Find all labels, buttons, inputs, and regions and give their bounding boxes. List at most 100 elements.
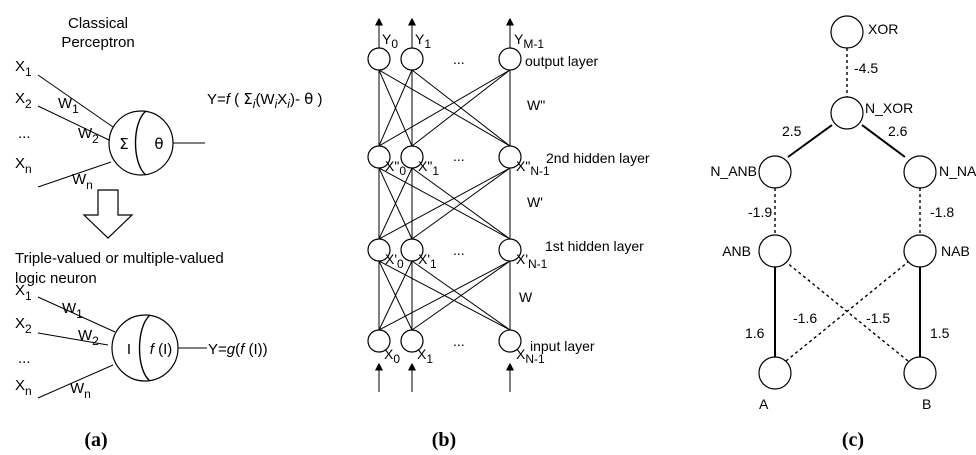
- caption-b: (b): [432, 429, 456, 451]
- hidden2-label-1: X"1: [418, 158, 439, 178]
- logic-neuron-output-formula: Y=g(f (I)): [208, 341, 268, 358]
- weight-a-nab: -1.6: [793, 310, 817, 326]
- network-nodes: [367, 47, 522, 353]
- perceptron-neuron: Σ θ: [108, 110, 174, 176]
- node-anb: [758, 234, 792, 268]
- logic-neuron-title-line2: logic neuron: [15, 270, 97, 287]
- edge-hidden2-2-hidden1-0: [378, 167, 511, 240]
- logic-input-xn-label: Xn: [15, 377, 32, 398]
- label-n-anb: N_ANB: [710, 163, 757, 179]
- input-node-n: [498, 329, 522, 353]
- weight-w2-label: W2: [78, 125, 99, 146]
- weight-w2-label: W": [527, 97, 545, 113]
- node-n-nab: [903, 155, 937, 189]
- logic-neuron-function-symbol: f (I): [150, 341, 173, 358]
- weight-nanb-anb: -1.9: [748, 204, 772, 220]
- theta-symbol: θ: [154, 135, 163, 153]
- hidden1-layer-label: 1st hidden layer: [545, 238, 644, 254]
- hidden1-label-dots: ...: [453, 242, 465, 258]
- node-n-anb: [758, 155, 792, 189]
- perceptron-title-line2: Perceptron: [61, 34, 134, 51]
- hidden1-node-0: [367, 238, 391, 262]
- panel-a: Classical Perceptron X1 X2 ... Xn W1 W2 …: [15, 15, 322, 451]
- hidden2-layer-label: 2nd hidden layer: [546, 150, 650, 166]
- weight-b-nab: 1.5: [930, 325, 950, 341]
- hidden2-label-0: X"0: [385, 158, 406, 178]
- logic-neuron-input-symbol: I: [127, 341, 131, 358]
- logic-weight-wn-label: Wn: [70, 380, 91, 401]
- hidden2-node-0: [367, 145, 391, 169]
- node-nab: [903, 234, 937, 268]
- edge-output-2-hidden2-0: [378, 69, 511, 147]
- label-n-xor: N_XOR: [865, 100, 913, 116]
- hidden2-label-n: X"N-1: [516, 158, 550, 178]
- perceptron-title-line1: Classical: [68, 15, 128, 32]
- weight-w0-label: W: [519, 289, 533, 305]
- edge-nxor-nanb: [787, 124, 833, 158]
- sigma-symbol: Σ: [119, 135, 128, 153]
- input-label-0: X0: [384, 346, 400, 366]
- edge-hidden2-1-hidden1-0: [378, 167, 413, 240]
- panel-b: Y0 Y1 ... YM-1 output layer W" X"0 X"1 .…: [367, 19, 650, 451]
- output-node-0: [367, 47, 391, 71]
- output-node-n: [498, 47, 522, 71]
- perceptron-inputs: [37, 74, 114, 188]
- input-label-n: XN-1: [516, 346, 545, 366]
- weight-nnab-nab: -1.8: [930, 204, 954, 220]
- logic-neuron-inputs: [37, 296, 116, 399]
- output-label-0: Y0: [382, 31, 398, 51]
- edge-hidden1-2-input-1: [411, 260, 511, 331]
- input-layer-label: input layer: [530, 338, 595, 354]
- node-b: [903, 356, 937, 390]
- output-layer-label: output layer: [525, 53, 598, 69]
- down-arrow-icon: [82, 189, 134, 239]
- weight-xor-nxor: -4.5: [854, 60, 878, 76]
- xor-network-nodes: [758, 15, 937, 390]
- input-label-dots: ...: [453, 333, 465, 349]
- output-label-dots: ...: [453, 51, 465, 67]
- weight-nxor-nnab: 2.6: [888, 123, 908, 139]
- logic-neuron-title-line1: Triple-valued or multiple-valued: [15, 250, 224, 267]
- input-node-0: [367, 329, 391, 353]
- edge-nxor-nnab: [861, 124, 906, 158]
- caption-c: (c): [842, 429, 864, 451]
- label-b: B: [922, 396, 931, 412]
- input-x1-label: X1: [15, 58, 32, 79]
- input-xn-label: Xn: [15, 155, 32, 176]
- logic-neuron: I f (I): [111, 314, 179, 382]
- logic-input-dots: ...: [18, 350, 31, 367]
- hidden2-label-dots: ...: [453, 148, 465, 164]
- xor-network-edges: [774, 48, 921, 362]
- hidden1-label-1: X'1: [418, 251, 437, 271]
- input-dots: ...: [18, 125, 31, 142]
- node-a: [758, 356, 792, 390]
- logic-neuron-weight-labels: W1 W2 Wn: [62, 300, 99, 401]
- label-n-nab: N_NAB: [939, 163, 976, 179]
- output-node-1: [400, 47, 424, 71]
- hidden2-node-n: [498, 145, 522, 169]
- output-label-1: Y1: [415, 31, 431, 51]
- hidden2-node-1: [400, 145, 424, 169]
- output-label-n: YM-1: [514, 31, 544, 51]
- edge-hidden1-2-input-0: [378, 260, 511, 331]
- panel-c: XOR N_XOR N_ANB N_NAB ANB NAB A B -4.5 2…: [710, 15, 976, 451]
- logic-weight-w2-label: W2: [78, 327, 99, 348]
- network-edges: [378, 69, 511, 331]
- hidden1-label-n: X'N-1: [516, 251, 548, 271]
- weight-a-anb: 1.6: [745, 325, 765, 341]
- edge-output-2-hidden2-1: [411, 69, 511, 147]
- node-n-xor: [830, 96, 864, 130]
- weight-nxor-nanb: 2.5: [782, 123, 802, 139]
- edge-hidden1-1-input-0: [378, 260, 413, 331]
- label-nab: NAB: [941, 243, 970, 259]
- weight-wn-label: Wn: [72, 171, 93, 192]
- node-xor: [830, 15, 864, 49]
- input-label-1: X1: [417, 346, 433, 366]
- logic-neuron-input-labels: X1 X2 ... Xn: [15, 282, 32, 398]
- logic-input-x2-label: X2: [15, 315, 32, 336]
- weight-w1-label: W': [527, 194, 543, 210]
- weight-w1-label: W1: [58, 95, 79, 116]
- label-a: A: [759, 396, 769, 412]
- edge-output-1-hidden2-0: [378, 69, 413, 147]
